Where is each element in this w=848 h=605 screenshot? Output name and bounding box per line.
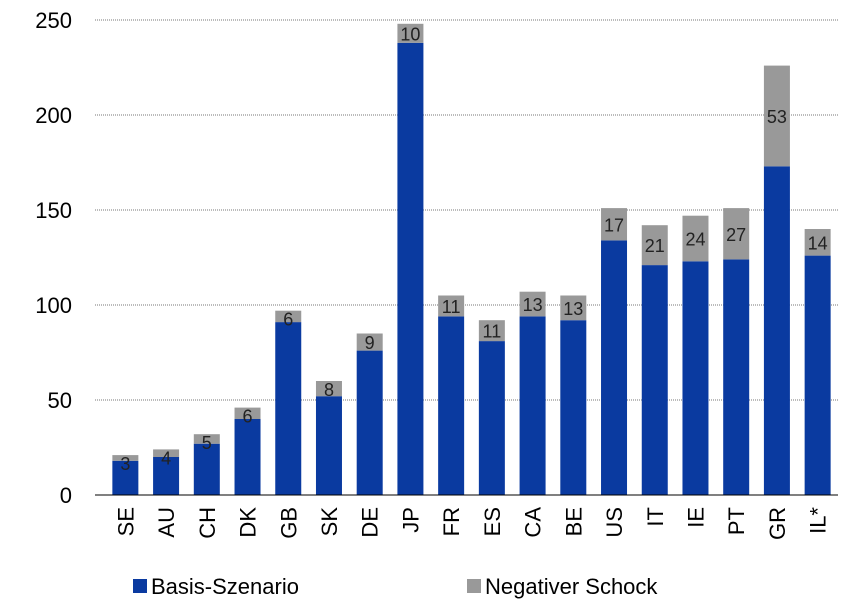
bar-schock-pt	[723, 208, 750, 260]
data-label: 27	[726, 225, 746, 245]
y-tick-label: 250	[35, 8, 72, 33]
bar-basis-it	[641, 265, 668, 495]
bar-basis-ie	[682, 261, 709, 495]
legend-label-basis: Basis-Szenario	[151, 574, 299, 599]
bar-schock-ca	[519, 291, 546, 317]
bar-basis-be	[560, 320, 587, 495]
y-axis-tick-labels: 0 50 100 150 200 250	[35, 8, 72, 508]
bar-basis-jp	[397, 42, 424, 496]
x-category-label: IE	[683, 507, 708, 528]
y-tick-label: 100	[35, 293, 72, 318]
bar-basis-ca	[519, 316, 546, 495]
data-label: 4	[161, 448, 171, 468]
data-label: 6	[243, 407, 253, 427]
bar-schock-be	[560, 295, 587, 321]
data-label: 6	[283, 310, 293, 330]
y-tick-label: 200	[35, 103, 72, 128]
bar-schock-ie	[682, 215, 709, 262]
bar-schock-ilstar	[804, 229, 831, 256]
bar-schock-se	[112, 455, 139, 461]
x-category-label: JP	[398, 507, 423, 533]
x-category-label: FR	[439, 507, 464, 536]
x-category-label: GR	[765, 507, 790, 540]
y-tick-label: 0	[60, 483, 72, 508]
y-tick-label: 150	[35, 198, 72, 223]
bar-basis-ch	[193, 443, 220, 495]
x-category-label: PT	[724, 507, 749, 535]
bar-schock-ch	[193, 434, 220, 444]
data-label: 8	[324, 380, 334, 400]
data-label: 3	[120, 454, 130, 474]
x-category-label: IT	[643, 507, 668, 527]
bars: 3 4 5 6 6 8 9 10 11 11 13 13 17 21 24 27 53 14	[112, 23, 831, 496]
data-label: 14	[808, 233, 828, 253]
bar-basis-dk	[234, 419, 261, 495]
bar-basis-fr	[438, 316, 465, 495]
x-category-label: US	[602, 507, 627, 538]
x-category-label: SK	[317, 507, 342, 537]
bar-schock-it	[641, 225, 668, 266]
bar-basis-es	[478, 341, 505, 495]
bar-schock-fr	[438, 295, 465, 317]
bar-basis-ilstar	[804, 255, 831, 495]
bar-schock-sk	[315, 381, 342, 397]
bar-schock-es	[478, 320, 505, 342]
data-label: 5	[202, 433, 212, 453]
bar-basis-gr	[763, 166, 790, 496]
data-label: 13	[563, 299, 583, 319]
x-category-label: IL*	[806, 507, 831, 534]
bar-basis-au	[153, 457, 180, 495]
bar-basis-sk	[315, 396, 342, 495]
data-label: 10	[400, 24, 420, 44]
bar-basis-pt	[723, 259, 750, 495]
data-label: 53	[767, 107, 787, 127]
x-category-label: CA	[521, 507, 546, 538]
x-category-label: SE	[113, 507, 138, 536]
data-label: 9	[365, 333, 375, 353]
bar-schock-de	[356, 333, 383, 351]
data-label: 11	[483, 322, 502, 342]
data-label: 11	[442, 297, 461, 317]
data-label: 17	[604, 215, 624, 235]
data-label: 13	[523, 295, 543, 315]
x-category-label: AU	[154, 507, 179, 538]
x-category-label: BE	[561, 507, 586, 536]
legend-label-schock: Negativer Schock	[485, 574, 658, 599]
bar-schock-jp	[397, 23, 424, 43]
bar-basis-de	[356, 350, 383, 495]
data-label: 24	[685, 230, 705, 250]
bar-schock-gb	[275, 310, 302, 323]
x-axis-category-labels: SE AU CH DK GB SK DE JP FR ES CA BE US IT IE PT GR IL*	[113, 507, 830, 540]
bar-basis-se	[112, 460, 139, 495]
bar-schock-gr	[763, 65, 790, 167]
x-category-label: CH	[195, 507, 220, 539]
bar-basis-us	[601, 240, 628, 495]
data-label: 21	[645, 236, 665, 256]
bar-schock-us	[601, 208, 628, 241]
x-category-label: DK	[236, 507, 261, 538]
y-tick-label: 50	[48, 388, 72, 413]
bar-basis-gb	[275, 322, 302, 495]
x-category-label: ES	[480, 507, 505, 536]
legend-swatch-basis	[133, 579, 147, 593]
x-category-label: DE	[358, 507, 383, 538]
bar-schock-au	[153, 449, 180, 457]
legend-swatch-schock	[467, 579, 481, 593]
x-category-label: GB	[276, 507, 301, 539]
bar-schock-dk	[234, 407, 261, 419]
legend: Basis-Szenario Negativer Schock	[133, 574, 658, 599]
